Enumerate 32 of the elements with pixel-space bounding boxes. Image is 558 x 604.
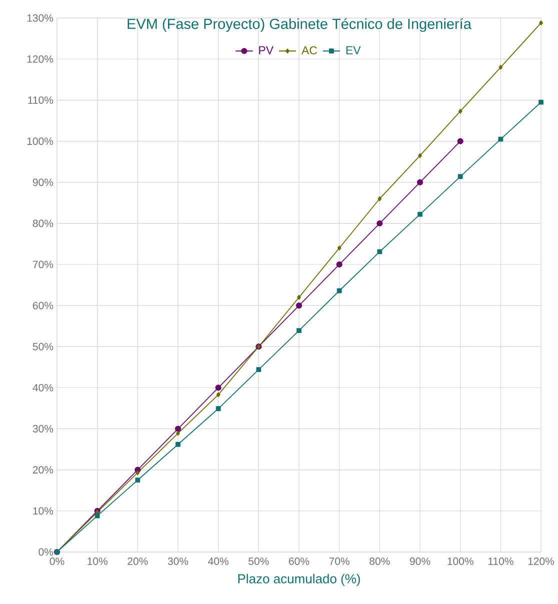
y-tick-label: 20% bbox=[32, 466, 54, 474]
x-tick-label: 40% bbox=[208, 558, 228, 565]
x-tick-label: 30% bbox=[168, 558, 188, 565]
y-tick-label: 80% bbox=[32, 220, 54, 228]
chart-title: EVM (Fase Proyecto) Gabinete Técnico de Ingeniería bbox=[128, 18, 472, 32]
x-tick-label: 110% bbox=[488, 558, 514, 565]
x-tick-label: 70% bbox=[329, 558, 350, 565]
x-tick-label: 80% bbox=[370, 558, 390, 565]
x-tick-label: 20% bbox=[128, 558, 148, 565]
x-tick-label: 10% bbox=[88, 558, 108, 565]
legend-label: EV bbox=[346, 46, 361, 54]
y-tick-label: 30% bbox=[32, 425, 54, 432]
y-tick-label: 40% bbox=[32, 384, 54, 392]
y-tick-label: 0% bbox=[38, 548, 54, 556]
x-tick-label: 120% bbox=[528, 558, 554, 565]
x-tick-label: 100% bbox=[448, 558, 474, 565]
x-axis-title: Plazo acumulado (%) bbox=[238, 574, 360, 586]
x-tick-label: 90% bbox=[410, 558, 430, 565]
legend-label: AC bbox=[302, 46, 318, 54]
x-tick-label: 0% bbox=[50, 558, 64, 565]
y-tick-label: 10% bbox=[33, 507, 54, 515]
y-tick-label: 130% bbox=[27, 14, 54, 22]
y-tick-label: 70% bbox=[32, 260, 54, 268]
y-tick-label: 50% bbox=[32, 342, 54, 350]
y-tick-label: 120% bbox=[27, 55, 54, 63]
y-tick-label: 100% bbox=[27, 138, 54, 145]
legend-label: PV bbox=[259, 46, 274, 54]
y-tick-label: 90% bbox=[32, 178, 54, 186]
y-tick-label: 60% bbox=[32, 302, 54, 310]
x-tick-label: 50% bbox=[248, 558, 269, 565]
y-tick-label: 110% bbox=[28, 96, 54, 104]
x-tick-label: 60% bbox=[289, 558, 310, 565]
